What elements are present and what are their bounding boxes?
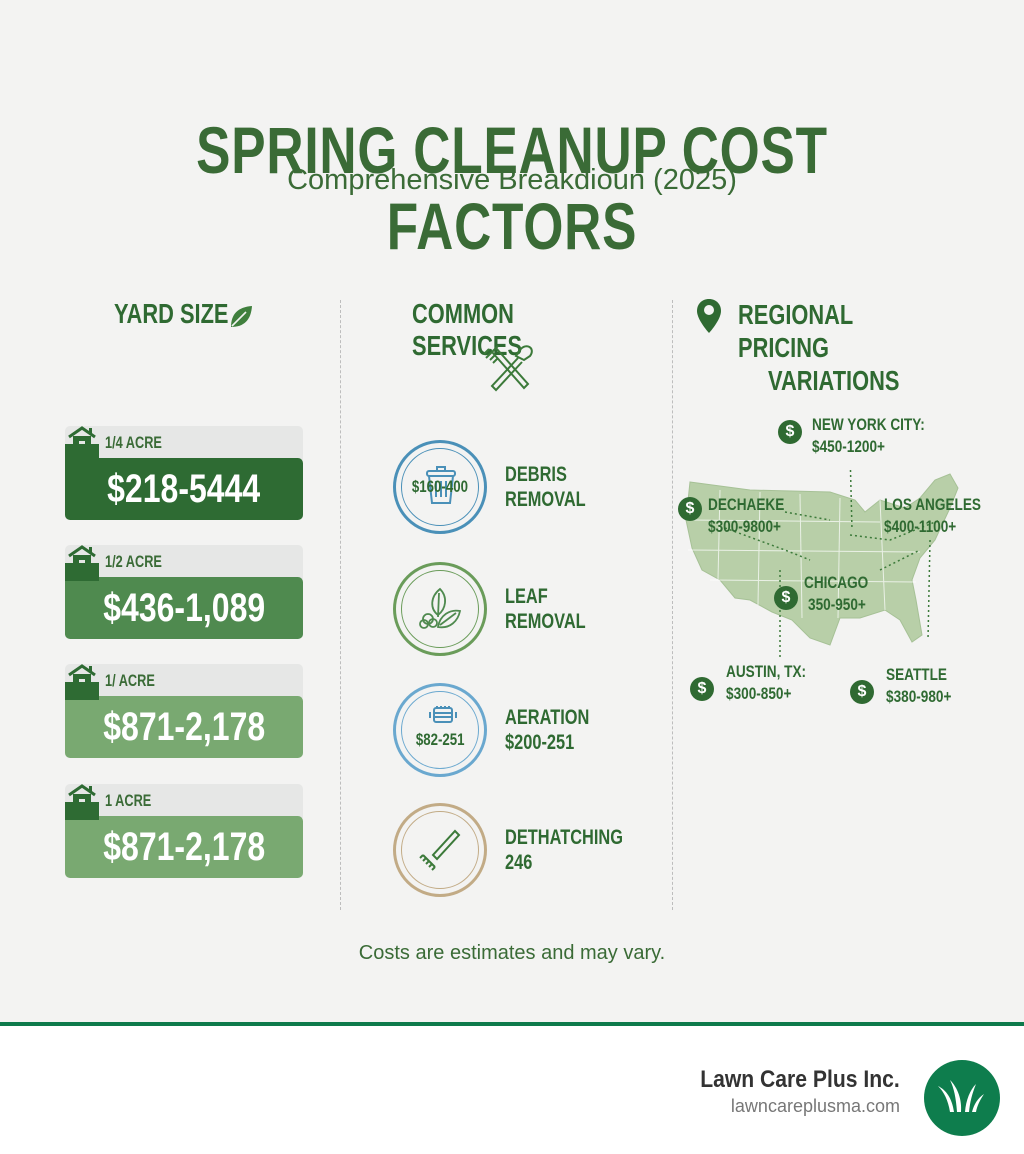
service-debris-removal: $160-400 DEBRIS REMOVAL [393, 440, 633, 534]
house-icon [68, 784, 96, 806]
aerator-icon [429, 706, 457, 723]
dollar-icon: $ [850, 680, 874, 704]
price-range: $218-5444 [107, 467, 261, 511]
house-icon [68, 545, 96, 567]
us-map [685, 470, 959, 660]
disclaimer-note: Costs are estimates and may vary. [358, 942, 666, 964]
service-dethatching: DETHATCHING 246 [393, 803, 633, 897]
page-title: SPRING CLEANUP COST FACTORS [196, 113, 828, 263]
trash-can-icon [426, 466, 456, 504]
yard-size-card-one-acre-a: 1/ ACRE $871-2,178 [65, 664, 303, 758]
grass-icon [938, 1080, 984, 1112]
yard-size-heading: YARD SIZE [114, 298, 229, 329]
price-range: $871-2,178 [103, 825, 265, 869]
region-seattle: $ SEATTLE $380-980+ [850, 664, 968, 708]
region-dechaeke: $ DECHAEKE $300-9800+ [678, 494, 803, 538]
page-subtitle: Comprehensive Breakdioun (2025) [287, 164, 737, 196]
dollar-icon: $ [774, 586, 798, 610]
footer: Lawn Care Plus Inc. lawncareplusma.com [0, 1026, 1024, 1154]
yard-size-card-one-acre-b: 1 ACRE $871-2,178 [65, 784, 303, 878]
house-icon [68, 664, 96, 686]
service-aeration: $82-251 AERATION $200-251 [393, 683, 633, 777]
company-url[interactable]: lawncareplusma.com [730, 1096, 900, 1116]
dollar-icon: $ [778, 420, 802, 444]
price-range: $436-1,089 [103, 586, 265, 630]
region-los-angeles: LOS ANGELES $400-1100+ [884, 495, 981, 536]
price-range: $871-2,178 [103, 705, 265, 749]
footer-divider [0, 1022, 1024, 1026]
region-austin-tx: $ AUSTIN, TX: $300-850+ [690, 661, 826, 705]
region-chicago: $ CHICAGO 350-950+ [774, 572, 884, 616]
dollar-icon: $ [678, 497, 702, 521]
house-icon [68, 426, 96, 448]
region-new-york-city: $ NEW YORK CITY: $450-1200+ [778, 414, 953, 458]
company-name: Lawn Care Plus Inc. [700, 1066, 900, 1093]
dollar-icon: $ [690, 677, 714, 701]
map-pin-icon [697, 299, 721, 333]
yard-size-card-half-acre: 1/2 ACRE $436-1,089 [65, 545, 303, 639]
service-leaf-removal: LEAF REMOVAL [393, 562, 633, 656]
rake-shovel-icon [483, 345, 533, 392]
yard-size-card-quarter-acre: 1/4 ACRE $218-5444 [65, 426, 303, 520]
column-divider [672, 300, 673, 910]
leaf-icon [231, 306, 252, 327]
company-logo [924, 1060, 1000, 1136]
column-divider [340, 300, 341, 910]
regional-pricing-heading: REGIONAL PRICING VARIATIONS [738, 299, 900, 396]
brand: Lawn Care Plus Inc. lawncareplusma.com [673, 1066, 900, 1117]
